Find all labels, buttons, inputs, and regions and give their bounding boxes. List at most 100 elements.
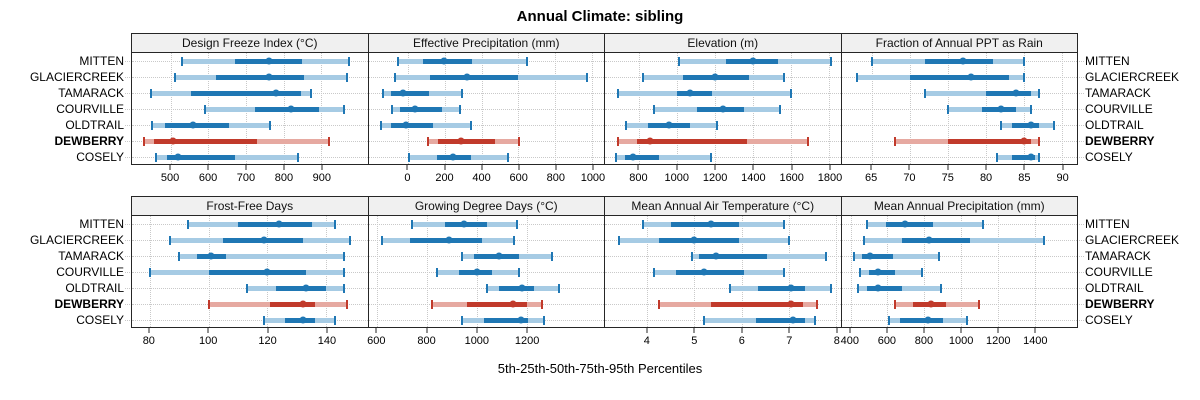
percentile-bar-25-75 [675, 269, 744, 275]
percentile-bar-25-75 [925, 58, 994, 64]
row-gridline [841, 272, 1077, 273]
whisker-cap [460, 315, 463, 325]
site-row [605, 117, 841, 133]
median-dot [866, 252, 874, 260]
x-tick-label: 65 [865, 172, 878, 184]
whisker-cap [782, 219, 785, 229]
x-axis: 0 200 400 600 800 1000 [368, 165, 605, 196]
median-dot [463, 73, 471, 81]
leader-line [1079, 124, 1084, 126]
leader-line [125, 140, 130, 142]
x-tick-label: 70 [903, 172, 916, 184]
site-row [605, 101, 841, 117]
whisker-cap [830, 56, 832, 66]
leader-line [125, 156, 130, 158]
x-tick-label: 140 [317, 335, 337, 347]
site-row [132, 296, 368, 312]
panel-title: Elevation (m) [604, 33, 842, 53]
x-axis: 800 1000 1200 1400 1600 1800 [604, 165, 842, 196]
panel: Growing Degree Days (°C) 600 800 1000 1200 [367, 196, 605, 359]
x-axis: 65 70 75 80 85 90 [841, 165, 1079, 196]
site-row [841, 264, 1077, 280]
percentile-bar-25-75 [869, 269, 895, 275]
site-row [368, 53, 604, 69]
row-gridline [841, 157, 1077, 158]
site-label: OLDTRAIL [65, 118, 124, 132]
site-row [841, 149, 1077, 164]
x-tick-label: 1400 [741, 172, 766, 184]
x-tick [947, 165, 949, 170]
whisker-cap [996, 152, 999, 162]
site-label: MITTEN [79, 54, 124, 68]
whisker-cap [345, 299, 348, 309]
site-row-label: COURVILLE [0, 101, 131, 117]
site-row [841, 101, 1077, 117]
whisker-cap [924, 88, 927, 98]
panel-plot [131, 216, 369, 328]
median-dot [473, 268, 481, 276]
x-tick-label: 1800 [817, 172, 843, 184]
x-tick [476, 328, 478, 333]
site-label: COURVILLE [56, 102, 124, 116]
whisker-cap [155, 152, 158, 162]
whisker-cap [624, 120, 627, 130]
x-tick [526, 328, 528, 333]
panel-title: Fraction of Annual PPT as Rain [840, 33, 1078, 53]
panel-title: Mean Annual Air Temperature (°C) [604, 196, 842, 216]
percentile-bar-25-75 [438, 138, 495, 144]
percentile-bar-25-75 [190, 90, 302, 96]
x-tick-label: 8 [833, 335, 840, 347]
percentile-bar-25-75 [885, 221, 934, 227]
site-row [368, 149, 604, 164]
whisker-cap [653, 104, 656, 114]
whisker-cap [853, 251, 856, 261]
x-tick-label: 500 [160, 172, 180, 184]
site-labels-right: MITTEN GLACIERCREEK TAMARACK COURVILLE OLDTR… [1078, 33, 1200, 196]
median-dot [517, 316, 525, 324]
site-row-label: MITTEN [0, 216, 131, 232]
percentile-bar-25-75 [909, 74, 1009, 80]
percentile-bar-25-75 [166, 154, 236, 160]
site-row [368, 133, 604, 149]
x-tick [326, 328, 328, 333]
median-dot [711, 73, 719, 81]
gridline [555, 53, 557, 164]
whisker-cap [263, 315, 266, 325]
gridline [909, 53, 911, 164]
panel-band-bottom: MITTEN GLACIERCREEK TAMARACK COURVILLE OLDTR… [0, 196, 1200, 359]
x-tick-label: 600 [367, 335, 386, 347]
median-dot [629, 153, 637, 161]
median-dot [997, 105, 1005, 113]
row-gridline [841, 125, 1077, 126]
whisker-cap [921, 267, 924, 277]
site-row [605, 296, 841, 312]
panel-band-top: MITTEN GLACIERCREEK TAMARACK COURVILLE OLDTR… [0, 33, 1200, 196]
whisker-cap [813, 315, 816, 325]
whisker-cap [782, 72, 785, 82]
x-tick [714, 165, 716, 170]
whisker-cap [245, 283, 248, 293]
leader-line [1079, 255, 1084, 257]
whisker-cap [540, 299, 543, 309]
panel: Design Freeze Index (°C) 500 600 700 800 900 [131, 33, 369, 196]
whisker-cap [641, 219, 644, 229]
whisker-cap [857, 283, 860, 293]
gridline [835, 216, 837, 327]
whisker-cap [169, 235, 172, 245]
x-tick-label: 75 [941, 172, 954, 184]
whisker-cap [348, 56, 351, 66]
whisker-cap [469, 120, 472, 130]
site-row [132, 53, 368, 69]
panel-title: Frost-Free Days [131, 196, 369, 216]
site-row [132, 248, 368, 264]
x-tick [849, 328, 851, 333]
whisker-cap [150, 120, 153, 130]
median-dot [287, 105, 295, 113]
x-tick [752, 165, 754, 170]
x-tick-label: 600 [877, 335, 897, 347]
gridline [427, 216, 429, 327]
percentile-bar-25-75 [900, 317, 943, 323]
median-dot [719, 105, 727, 113]
median-dot [787, 300, 795, 308]
x-tick [245, 165, 247, 170]
